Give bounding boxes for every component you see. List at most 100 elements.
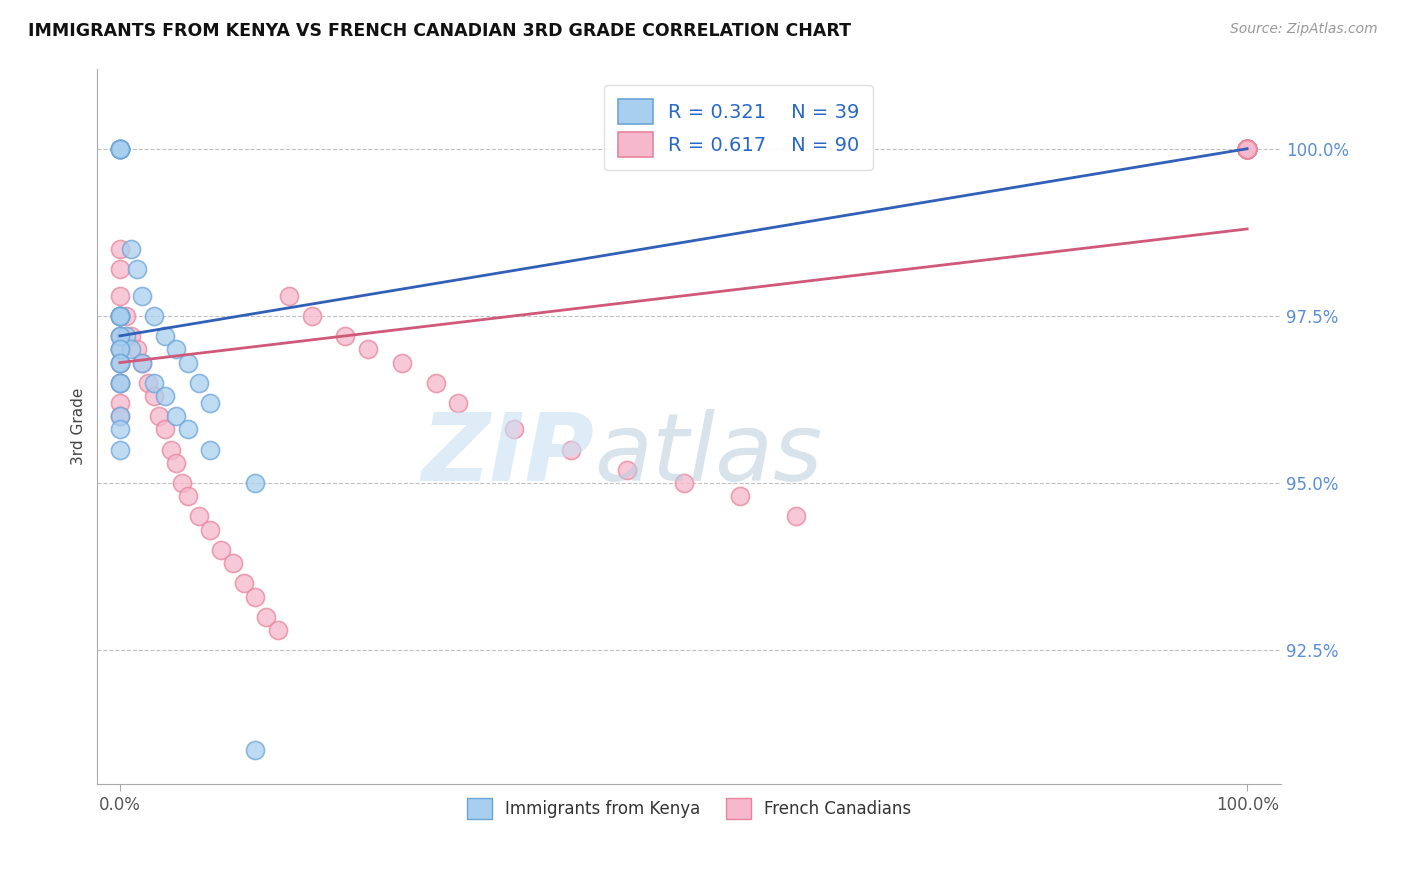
Point: [243, 475, 266, 490]
Point: [153, 422, 176, 436]
Point: [108, 262, 131, 277]
Point: [125, 343, 148, 357]
Point: [1236, 142, 1258, 156]
Point: [108, 309, 131, 323]
Point: [1236, 142, 1258, 156]
Point: [1236, 142, 1258, 156]
Point: [108, 356, 131, 370]
Point: [142, 309, 165, 323]
Point: [142, 389, 165, 403]
Point: [1236, 142, 1258, 156]
Point: [159, 442, 181, 457]
Point: [108, 343, 131, 357]
Point: [616, 462, 638, 476]
Point: [447, 395, 470, 409]
Point: [1236, 142, 1258, 156]
Point: [108, 309, 131, 323]
Point: [108, 343, 131, 357]
Text: Source: ZipAtlas.com: Source: ZipAtlas.com: [1230, 22, 1378, 37]
Point: [1236, 142, 1258, 156]
Point: [672, 475, 695, 490]
Point: [187, 376, 209, 390]
Point: [1236, 142, 1258, 156]
Point: [125, 262, 148, 277]
Point: [1236, 142, 1258, 156]
Point: [1236, 142, 1258, 156]
Point: [1236, 142, 1258, 156]
Point: [1236, 142, 1258, 156]
Point: [278, 289, 301, 303]
Point: [243, 590, 266, 604]
Point: [148, 409, 170, 423]
Point: [176, 422, 198, 436]
Point: [131, 289, 153, 303]
Point: [1236, 142, 1258, 156]
Point: [165, 343, 187, 357]
Point: [1236, 142, 1258, 156]
Point: [198, 523, 221, 537]
Point: [108, 409, 131, 423]
Y-axis label: 3rd Grade: 3rd Grade: [72, 387, 86, 465]
Point: [108, 309, 131, 323]
Point: [301, 309, 323, 323]
Point: [1236, 142, 1258, 156]
Point: [131, 356, 153, 370]
Point: [391, 356, 413, 370]
Point: [142, 376, 165, 390]
Point: [785, 509, 807, 524]
Point: [120, 329, 142, 343]
Point: [108, 376, 131, 390]
Point: [1236, 142, 1258, 156]
Point: [1236, 142, 1258, 156]
Point: [131, 356, 153, 370]
Point: [108, 329, 131, 343]
Point: [1236, 142, 1258, 156]
Point: [209, 542, 232, 557]
Point: [1236, 142, 1258, 156]
Point: [1236, 142, 1258, 156]
Point: [1236, 142, 1258, 156]
Point: [232, 576, 254, 591]
Point: [221, 556, 243, 570]
Point: [335, 329, 357, 343]
Point: [176, 489, 198, 503]
Point: [136, 376, 159, 390]
Point: [1236, 142, 1258, 156]
Point: [165, 456, 187, 470]
Point: [1236, 142, 1258, 156]
Point: [108, 142, 131, 156]
Legend: Immigrants from Kenya, French Canadians: Immigrants from Kenya, French Canadians: [461, 792, 918, 825]
Point: [243, 743, 266, 757]
Point: [108, 329, 131, 343]
Point: [170, 475, 193, 490]
Point: [108, 343, 131, 357]
Point: [108, 142, 131, 156]
Point: [198, 395, 221, 409]
Point: [114, 309, 136, 323]
Point: [120, 242, 142, 256]
Point: [256, 609, 278, 624]
Point: [108, 142, 131, 156]
Point: [108, 242, 131, 256]
Point: [108, 309, 131, 323]
Point: [165, 409, 187, 423]
Point: [357, 343, 380, 357]
Point: [1236, 142, 1258, 156]
Point: [1236, 142, 1258, 156]
Point: [560, 442, 582, 457]
Point: [1236, 142, 1258, 156]
Point: [1236, 142, 1258, 156]
Point: [187, 509, 209, 524]
Text: atlas: atlas: [595, 409, 823, 500]
Point: [1236, 142, 1258, 156]
Point: [267, 623, 290, 637]
Point: [1236, 142, 1258, 156]
Point: [108, 329, 131, 343]
Point: [1236, 142, 1258, 156]
Point: [1236, 142, 1258, 156]
Point: [108, 376, 131, 390]
Point: [108, 289, 131, 303]
Point: [1236, 142, 1258, 156]
Point: [114, 329, 136, 343]
Point: [108, 409, 131, 423]
